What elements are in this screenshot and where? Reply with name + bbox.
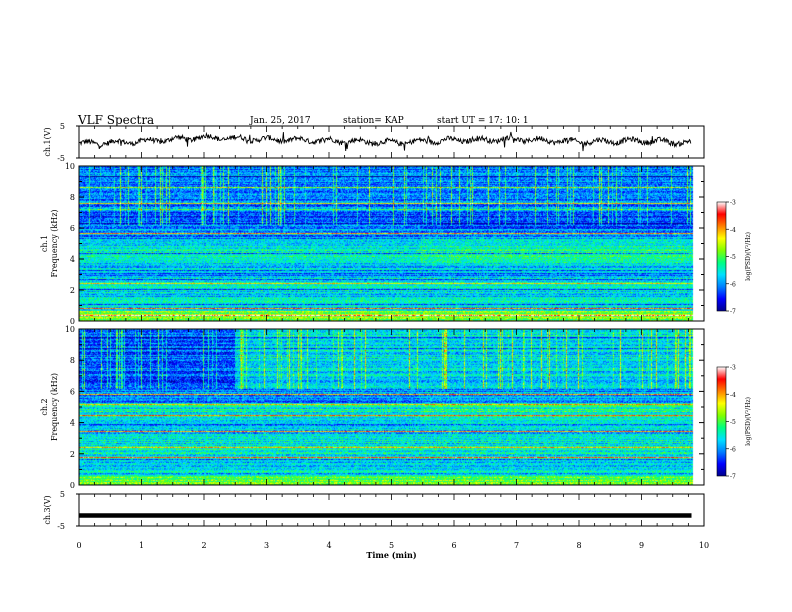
- y-tick-label-bottom: -5: [57, 522, 65, 531]
- ch1-spectrogram-image: [79, 166, 704, 321]
- colorbar-ch1: -3 -4 -5 -6 -7 log(PSD)(V²/Hz): [716, 200, 752, 316]
- x-tick-label: 6: [451, 541, 456, 550]
- y-tick-label: 6: [70, 387, 75, 396]
- ch1-spectrogram-panel: 0 2 4 6 8 10 ch.1 Frequency (kHz): [40, 162, 705, 326]
- figure-title: VLF Spectra: [78, 113, 155, 127]
- colorbar-tick-label: -7: [730, 474, 736, 481]
- colorbar-tick-label: -6: [730, 446, 736, 453]
- colorbar-tick-label: -4: [730, 227, 736, 234]
- y-tick-label: 0: [70, 481, 75, 490]
- y-tick-label: 8: [70, 193, 75, 202]
- x-tick-label: 8: [576, 541, 581, 550]
- y-tick-label-bottom: -5: [57, 154, 65, 163]
- ch3-waveform-panel: 5 -5 ch.3(V): [43, 490, 705, 531]
- date-label: Jan. 25, 2017: [250, 116, 311, 126]
- y-axis-label: ch.3(V): [43, 495, 52, 524]
- colorbar-tick-label: -3: [730, 365, 736, 372]
- y-tick-label: 4: [70, 255, 75, 264]
- colorbar-label: log(PSD)(V²/Hz): [745, 232, 752, 281]
- y-tick-label: 4: [70, 419, 75, 428]
- y-tick-label-top: 5: [60, 490, 65, 499]
- x-tick-label: 0: [76, 541, 81, 550]
- x-tick-label: 10: [699, 541, 709, 550]
- channel-label: ch.1: [40, 235, 49, 252]
- station-label: station= KAP: [343, 116, 404, 126]
- y-tick-label: 2: [70, 286, 75, 295]
- frequency-axis-label: Frequency (kHz): [50, 209, 59, 277]
- y-tick-label: 6: [70, 224, 75, 233]
- y-tick-label: 10: [65, 162, 75, 171]
- x-tick-label: 3: [264, 541, 269, 550]
- y-tick-label: 8: [70, 356, 75, 365]
- colorbar-tick-label: -3: [730, 200, 736, 207]
- start-ut-label: start UT = 17: 10: 1: [437, 116, 529, 126]
- x-tick-label: 9: [639, 541, 644, 550]
- x-tick-label: 5: [389, 541, 394, 550]
- y-tick-label-top: 5: [60, 122, 65, 131]
- x-tick-label: 1: [139, 541, 144, 550]
- y-axis-label: ch.1(V): [43, 127, 52, 156]
- colorbar-tick-label: -5: [730, 419, 736, 426]
- frequency-axis-label: Frequency (kHz): [50, 373, 59, 441]
- colorbar-label: log(PSD)(V²/Hz): [745, 397, 752, 446]
- time-axis: 0 1 2 3 4 5 6 7 8 9 10 Time (min): [76, 541, 709, 560]
- colorbar-tick-label: -6: [730, 281, 736, 288]
- y-tick-label: 10: [65, 325, 75, 334]
- x-tick-label: 4: [326, 541, 331, 550]
- colorbar-tick-label: -4: [730, 392, 736, 399]
- x-tick-label: 2: [201, 541, 206, 550]
- ch1-trace: [78, 131, 692, 152]
- colorbar-ch2-bar: [716, 366, 727, 477]
- colorbar-tick-label: -5: [730, 254, 736, 261]
- x-axis-label: Time (min): [366, 550, 416, 560]
- y-tick-label: 0: [70, 317, 75, 326]
- ch2-spectrogram-panel: 0 2 4 6 8 10 ch.2 Frequency (kHz): [40, 325, 705, 490]
- colorbar-ch1-bar: [716, 201, 727, 312]
- channel-label: ch.2: [40, 398, 49, 415]
- y-tick-label: 2: [70, 450, 75, 459]
- colorbar-ch2: -3 -4 -5 -6 -7 log(PSD)(V²/Hz): [716, 365, 752, 481]
- ch2-spectrogram-image: [79, 329, 704, 485]
- ch1-waveform-panel: 5 -5 ch.1(V): [43, 122, 705, 163]
- x-tick-label: 7: [514, 541, 519, 550]
- colorbar-tick-label: -7: [730, 309, 736, 316]
